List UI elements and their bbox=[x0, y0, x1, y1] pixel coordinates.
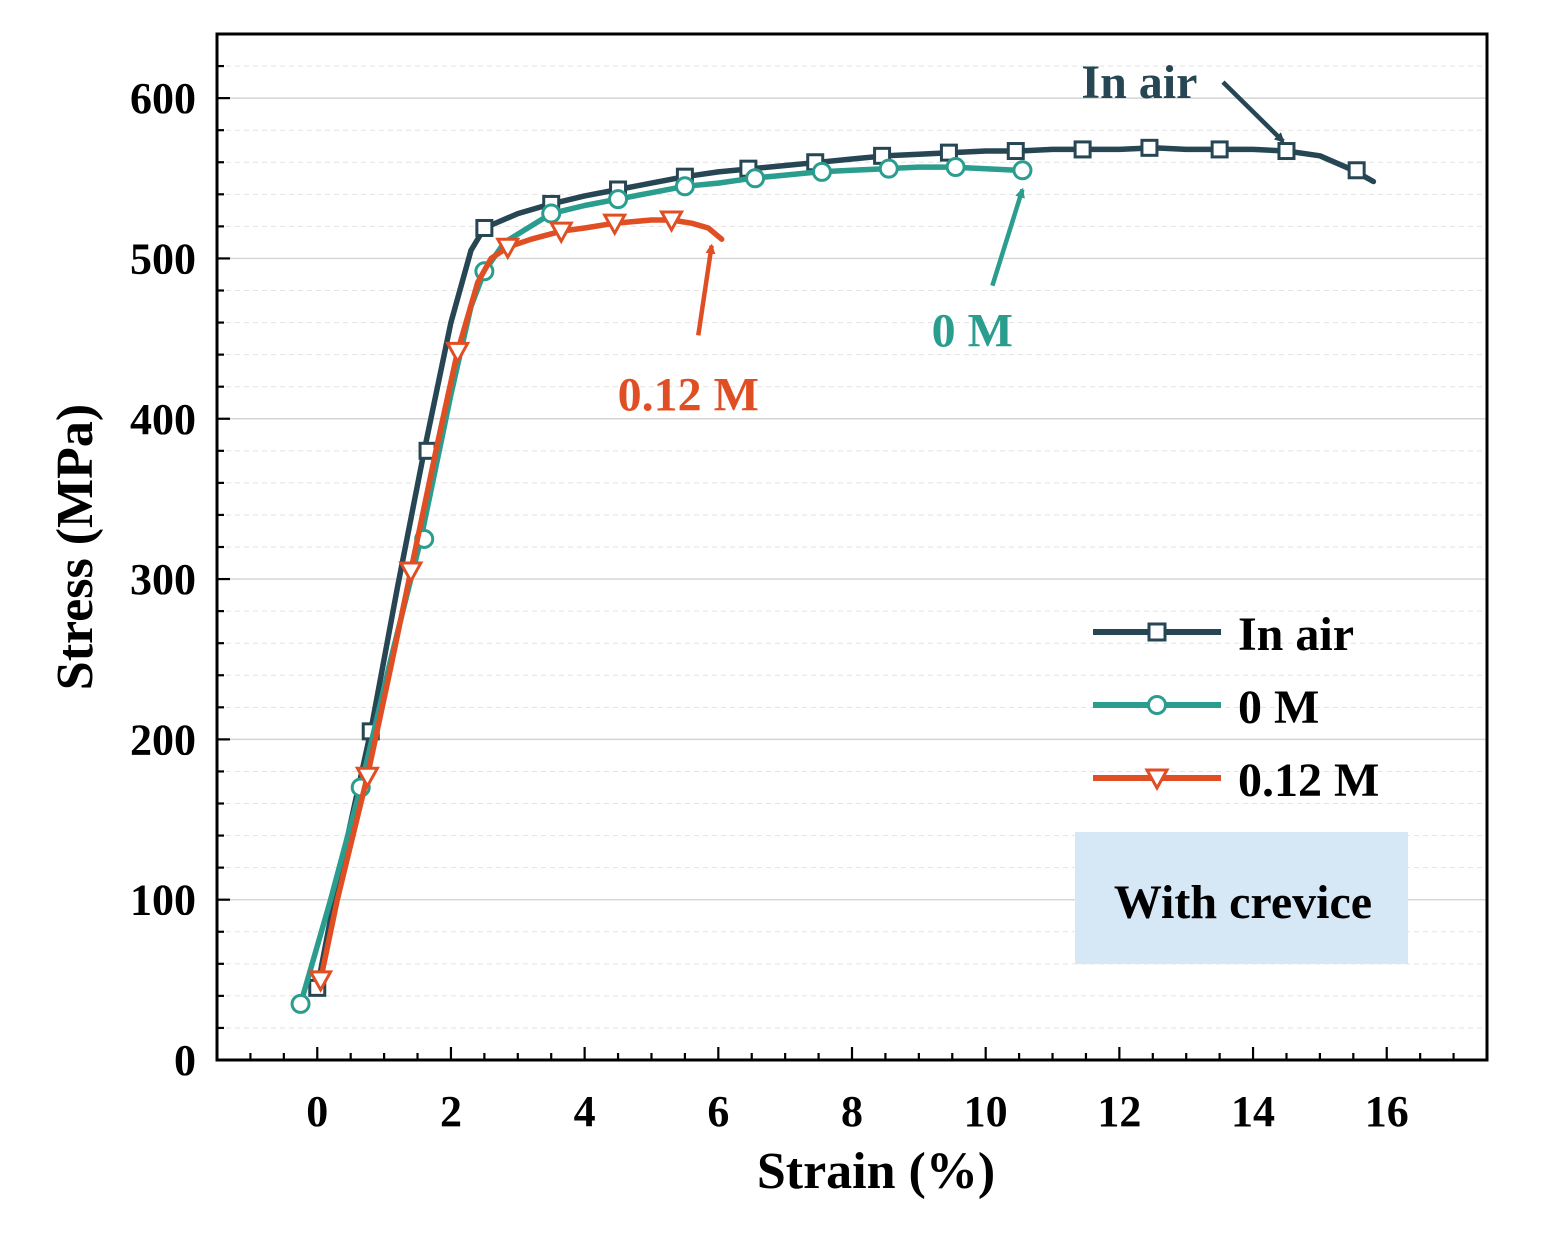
annotation-arrow-012m bbox=[696, 243, 716, 336]
legend-item-012m: 0.12 M bbox=[1093, 754, 1379, 807]
y-tick-label: 0 bbox=[174, 1036, 196, 1085]
annotation-label-inair: In air bbox=[1081, 56, 1197, 109]
x-tick-label: 12 bbox=[1097, 1087, 1141, 1136]
data-point-0m bbox=[745, 168, 766, 189]
data-point-inair bbox=[475, 218, 494, 237]
legend: In air 0 M 0.12 M bbox=[1093, 608, 1379, 807]
axes-group: 0 100 200 300 400 500 600 0 2 4 6 8 10 12 14 16 bbox=[130, 64, 1455, 1136]
legend-marker-012m bbox=[1144, 768, 1170, 792]
legend-label-in-air: In air bbox=[1238, 608, 1354, 661]
data-point-inair bbox=[1073, 140, 1092, 159]
data-point-inair bbox=[1210, 140, 1229, 159]
annotation-label-0m: 0 M bbox=[932, 305, 1013, 358]
y-tick-label: 100 bbox=[130, 876, 196, 925]
data-point-0m bbox=[878, 158, 899, 179]
x-tick-label: 14 bbox=[1231, 1087, 1275, 1136]
x-tick-label: 4 bbox=[574, 1087, 596, 1136]
data-point-012m bbox=[495, 237, 521, 261]
data-point-012m bbox=[308, 970, 334, 993]
data-point-012m bbox=[548, 221, 574, 245]
x-tick-label: 0 bbox=[306, 1087, 328, 1136]
legend-label-0m: 0 M bbox=[1238, 681, 1319, 734]
legend-marker-in-air bbox=[1147, 622, 1167, 642]
data-point-inair bbox=[1347, 161, 1366, 180]
y-tick-label: 600 bbox=[130, 74, 196, 123]
x-axis-label: Strain (%) bbox=[757, 1143, 995, 1200]
y-tick-label: 500 bbox=[130, 234, 196, 283]
legend-marker-0m bbox=[1147, 695, 1167, 715]
y-tick-label: 300 bbox=[130, 555, 196, 604]
data-point-012m bbox=[602, 213, 628, 237]
annotations-group: In air 0 M 0.12 M bbox=[618, 56, 1285, 422]
data-point-012m bbox=[658, 210, 685, 234]
x-tick-label: 8 bbox=[841, 1087, 863, 1136]
series-group bbox=[290, 138, 1377, 1014]
data-point-0m bbox=[945, 157, 966, 178]
y-axis-label: Stress (MPa) bbox=[47, 404, 104, 690]
data-point-0m bbox=[1012, 160, 1033, 181]
x-tick-label: 10 bbox=[964, 1087, 1008, 1136]
annotation-arrow-0m bbox=[990, 187, 1025, 287]
data-point-012m bbox=[354, 766, 380, 790]
data-point-inair bbox=[1006, 142, 1025, 161]
data-point-012m bbox=[445, 341, 471, 365]
with-crevice-box-background bbox=[1075, 832, 1408, 964]
legend-label-012m: 0.12 M bbox=[1238, 754, 1379, 807]
x-tick-label: 2 bbox=[440, 1087, 462, 1136]
with-crevice-box: With crevice bbox=[1075, 832, 1408, 964]
annotation-arrow-inair bbox=[1221, 80, 1285, 144]
with-crevice-label: With crevice bbox=[1114, 876, 1372, 929]
x-tick-label: 16 bbox=[1365, 1087, 1409, 1136]
x-tick-label: 6 bbox=[707, 1087, 729, 1136]
legend-item-0m: 0 M bbox=[1093, 681, 1319, 734]
legend-item-in-air: In air bbox=[1093, 608, 1354, 661]
data-point-0m bbox=[541, 203, 562, 224]
data-point-0m bbox=[811, 161, 832, 182]
series-line-012m bbox=[317, 217, 725, 983]
data-point-012m bbox=[398, 561, 424, 585]
annotation-label-012m: 0.12 M bbox=[618, 369, 759, 422]
data-point-0m bbox=[608, 189, 629, 210]
data-point-0m bbox=[674, 176, 695, 197]
y-tick-label: 200 bbox=[130, 715, 196, 764]
data-point-inair bbox=[1277, 142, 1296, 161]
series-0m bbox=[290, 157, 1033, 1014]
data-point-0m bbox=[290, 993, 311, 1014]
data-point-inair bbox=[1140, 138, 1159, 157]
series-012m bbox=[308, 210, 725, 993]
y-tick-label: 400 bbox=[130, 395, 196, 444]
